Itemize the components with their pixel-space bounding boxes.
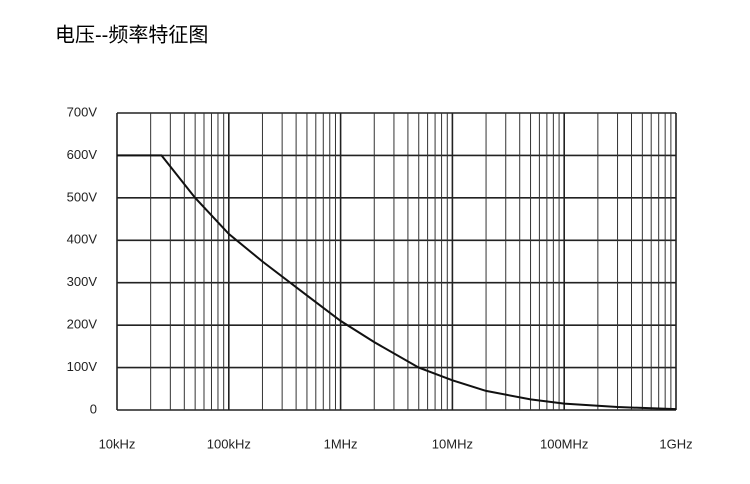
x-tick-label: 100MHz (540, 436, 588, 451)
y-tick-label: 0 (90, 401, 97, 416)
x-tick-label: 100kHz (207, 436, 251, 451)
x-tick-label: 10kHz (99, 436, 136, 451)
y-tick-label: 200V (67, 317, 98, 332)
y-tick-label: 400V (67, 232, 98, 247)
x-tick-label: 1MHz (324, 436, 358, 451)
y-tick-label: 600V (67, 147, 98, 162)
data-line (117, 154, 677, 411)
y-tick-label: 100V (67, 359, 98, 374)
chart-title: 电压--频率特征图 (55, 23, 208, 46)
x-tick-label: 10MHz (432, 436, 473, 451)
y-tick-label: 700V (67, 104, 98, 119)
x-tick-label: 1GHz (659, 436, 692, 451)
y-tick-label: 500V (67, 189, 98, 204)
y-tick-label: 300V (67, 274, 98, 289)
